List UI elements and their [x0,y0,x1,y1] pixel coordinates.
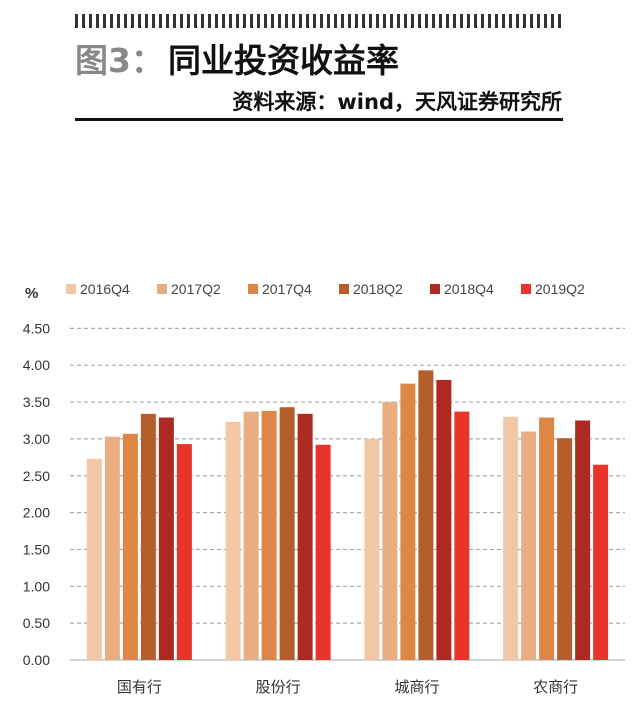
bar-2016Q4-城商行 [364,438,380,660]
bar-2019Q2-股份行 [315,444,331,660]
legend-label: 2019Q2 [535,281,585,297]
y-tick-label: 0.00 [23,652,50,668]
header-rule [75,118,563,121]
title-text: 同业投资收益率 [167,41,399,80]
y-tick-label: 0.50 [23,615,50,631]
bar-2018Q4-国有行 [158,417,174,660]
bar-2018Q2-农商行 [557,438,573,660]
bar-2018Q4-股份行 [297,413,313,660]
legend-label: 2017Q2 [171,281,221,297]
bar-2018Q4-城商行 [436,379,452,660]
legend-swatch [430,284,440,294]
bar-2019Q2-农商行 [593,464,609,660]
y-tick-label: 1.00 [23,578,50,594]
x-tick-label: 国有行 [117,678,162,696]
header-decoration [75,14,563,28]
bar-2017Q4-股份行 [261,410,277,660]
x-tick-label: 农商行 [533,678,578,696]
source-note: 资料来源：wind，天风证券研究所 [232,90,562,114]
legend-label: 2018Q2 [353,281,403,297]
y-tick-label: 4.00 [23,357,50,373]
bar-2019Q2-国有行 [176,444,192,660]
y-tick-label: 4.50 [23,320,50,336]
legend-swatch [66,284,76,294]
bar-2019Q2-城商行 [454,411,470,660]
y-axis-label: % [25,285,38,302]
y-tick-label: 3.50 [23,394,50,410]
legend-swatch [339,284,349,294]
bar-2016Q4-国有行 [86,458,102,660]
bar-2016Q4-股份行 [225,421,241,660]
bar-2018Q2-国有行 [140,413,156,660]
bar-2017Q2-农商行 [521,431,537,660]
bar-2017Q4-城商行 [400,383,416,660]
bar-2017Q4-国有行 [122,433,138,660]
bar-2017Q2-城商行 [382,402,398,660]
x-tick-label: 股份行 [256,678,301,696]
bar-2017Q2-国有行 [104,436,120,660]
y-tick-label: 3.00 [23,431,50,447]
x-tick-label: 城商行 [394,678,439,696]
y-tick-label: 2.50 [23,468,50,484]
bar-2018Q4-农商行 [575,420,591,660]
legend-swatch [157,284,167,294]
y-tick-label: 2.00 [23,505,50,521]
legend-label: 2016Q4 [80,281,130,297]
bar-2016Q4-农商行 [503,416,519,660]
bar-2017Q2-股份行 [243,411,259,660]
figure-number: 图3： [75,41,164,80]
legend-swatch [248,284,258,294]
bar-2018Q2-城商行 [418,370,434,660]
legend-label: 2017Q4 [262,281,312,297]
legend-swatch [521,284,531,294]
figure-title: 图3： 同业投资收益率 [75,34,399,82]
legend-label: 2018Q4 [444,281,494,297]
bar-2018Q2-股份行 [279,407,295,660]
bar-2017Q4-农商行 [539,417,555,660]
y-tick-label: 1.50 [23,541,50,557]
